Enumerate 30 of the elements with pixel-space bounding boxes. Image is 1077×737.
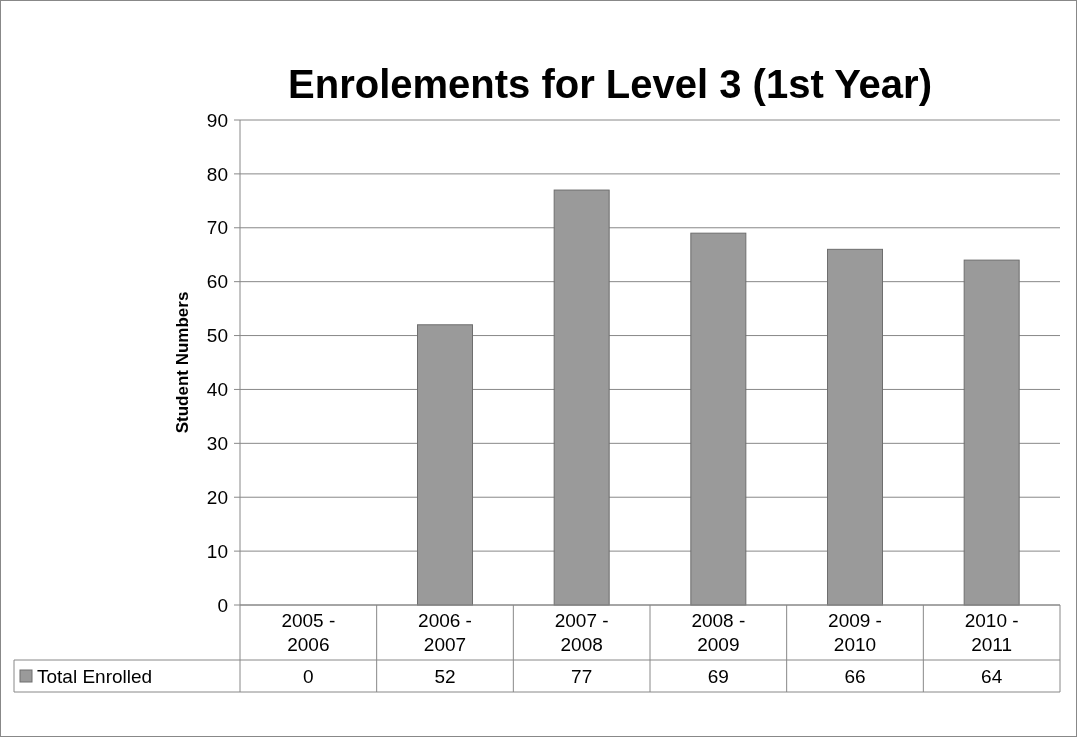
x-tick-label: 2008 - 2009 bbox=[691, 610, 746, 655]
data-label: 64 bbox=[981, 665, 1003, 687]
x-tick-label: 2007 - 2008 bbox=[554, 610, 609, 655]
data-label: 69 bbox=[707, 665, 729, 687]
y-tick-label: 70 bbox=[206, 217, 228, 239]
y-axis-title: Student Numbers bbox=[173, 291, 192, 434]
y-tick-label: 50 bbox=[206, 325, 228, 347]
chart-title: Enrolements for Level 3 (1st Year) bbox=[288, 62, 932, 106]
x-tick-label: 2005 - 2006 bbox=[281, 610, 336, 655]
x-tick-label: 2006 - 2007 bbox=[418, 610, 472, 655]
x-tick-label: 2010 - 2011 bbox=[964, 610, 1019, 655]
data-label: 77 bbox=[571, 665, 593, 687]
y-tick-label: 80 bbox=[206, 163, 228, 185]
bar bbox=[553, 189, 610, 606]
y-tick-label: 90 bbox=[206, 109, 228, 131]
bar bbox=[417, 324, 473, 606]
data-label: 66 bbox=[844, 665, 866, 687]
bar bbox=[963, 259, 1020, 606]
y-tick-label: 20 bbox=[206, 486, 228, 508]
y-tick-label: 60 bbox=[206, 271, 228, 293]
y-tick-label: 30 bbox=[206, 432, 228, 454]
y-tick-label: 40 bbox=[206, 379, 228, 401]
x-tick-label: 2009 - 2010 bbox=[828, 610, 882, 655]
y-tick-label: 10 bbox=[206, 540, 228, 562]
y-tick-label: 0 bbox=[217, 594, 228, 616]
legend-label: Total Enrolled bbox=[37, 665, 153, 687]
bar bbox=[690, 232, 747, 606]
data-label: 52 bbox=[434, 665, 456, 687]
bar bbox=[827, 248, 883, 606]
data-label: 0 bbox=[303, 665, 314, 687]
